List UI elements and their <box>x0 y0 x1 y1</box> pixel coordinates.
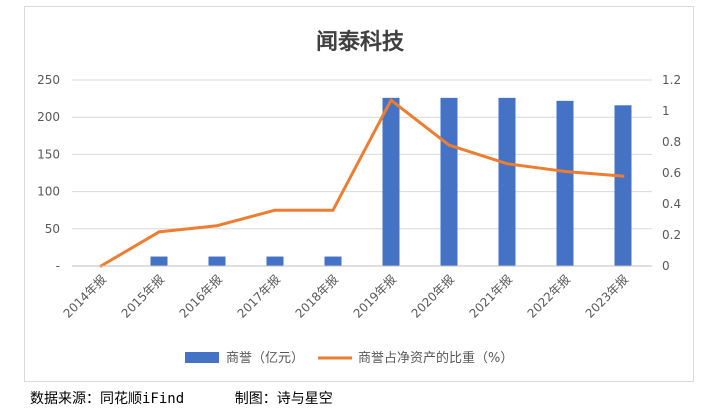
y-right-tick-label: 0.4 <box>662 197 681 211</box>
y-right-tick-label: 0.2 <box>662 228 681 242</box>
y-right-tick-label: 0.6 <box>662 166 681 180</box>
bar <box>266 256 284 266</box>
chart-title: 闻泰科技 <box>316 29 405 55</box>
bar <box>150 256 168 266</box>
gridlines <box>72 79 652 230</box>
source-text: 数据来源：同花顺iFind <box>30 391 185 407</box>
footer: 数据来源：同花顺iFind 制图：诗与星空 <box>30 388 333 408</box>
bar <box>208 256 226 266</box>
y-left-tick-label: - <box>56 259 60 273</box>
bar <box>556 100 574 266</box>
line-point <box>389 98 393 102</box>
line-point <box>157 230 161 234</box>
bar <box>382 97 400 266</box>
x-tick-label: 2021年报 <box>466 272 515 321</box>
legend-bar-label: 商誉（亿元） <box>226 351 304 366</box>
y-left-tick-label: 250 <box>37 73 60 87</box>
line-point <box>447 143 451 147</box>
y-right-tick-label: 0.8 <box>662 135 681 149</box>
line-point <box>215 224 219 228</box>
legend-line-label: 商誉占净资产的比重（%） <box>358 350 513 366</box>
x-tick-label: 2016年报 <box>176 272 225 321</box>
y-right-tick-label: 1.2 <box>662 73 681 87</box>
x-tick-label: 2014年报 <box>60 272 109 321</box>
bar-series <box>150 97 632 267</box>
x-tick-label: 2022年报 <box>524 272 573 321</box>
x-tick-label: 2023年报 <box>582 272 631 321</box>
legend-bar-swatch <box>185 352 219 363</box>
bar <box>614 105 632 267</box>
line-point <box>505 162 509 166</box>
y-left-tick-label: 50 <box>45 222 60 236</box>
x-tick-label: 2020年报 <box>408 272 457 321</box>
x-tick-label: 2017年报 <box>234 272 283 321</box>
line-point <box>621 174 625 178</box>
bar <box>324 256 342 266</box>
y-right-tick-label: 1 <box>662 104 670 118</box>
line-series-path <box>100 98 624 268</box>
x-tick-label: 2018年报 <box>292 272 341 321</box>
bar <box>498 97 516 266</box>
line-series <box>99 98 625 268</box>
y-right-tick-label: 0 <box>662 259 670 273</box>
bar <box>440 97 458 266</box>
line-point <box>273 208 277 212</box>
line-point <box>331 208 335 212</box>
y-left-tick-label: 200 <box>37 110 60 124</box>
chart-frame <box>24 6 694 382</box>
y-left-tick-label: 100 <box>37 185 60 199</box>
x-tick-label: 2015年报 <box>118 272 167 321</box>
x-tick-label: 2019年报 <box>350 272 399 321</box>
author-text: 制图：诗与星空 <box>234 391 333 407</box>
y-left-tick-label: 150 <box>37 147 60 161</box>
legend: 商誉（亿元） 商誉占净资产的比重（%） <box>185 350 513 366</box>
line-point <box>563 169 567 173</box>
